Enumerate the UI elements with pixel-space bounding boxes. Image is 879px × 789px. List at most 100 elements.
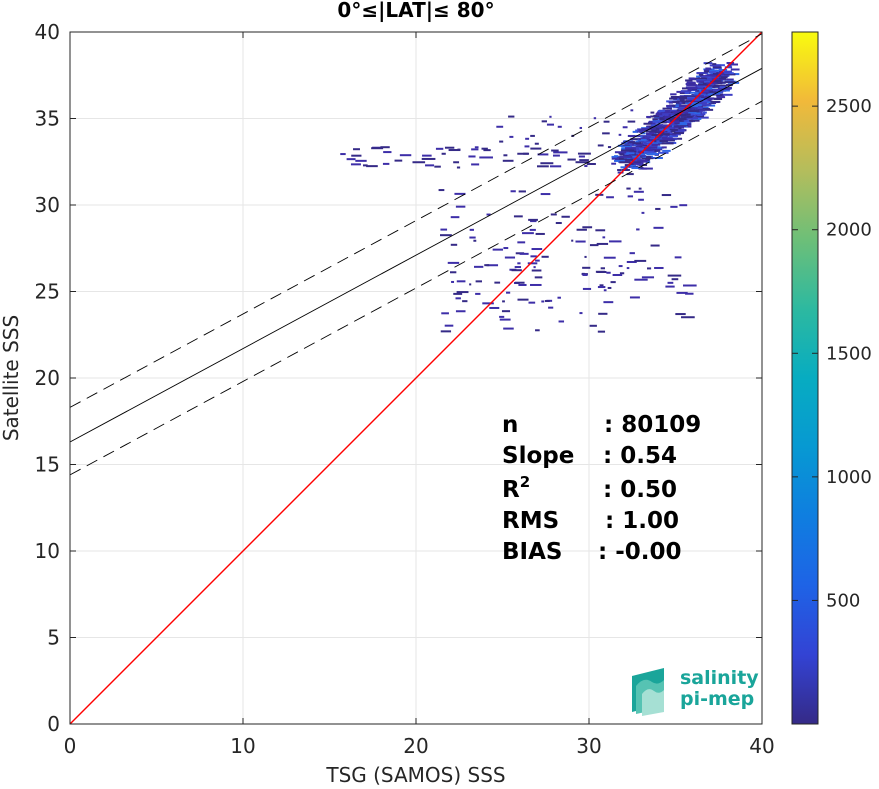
density-cell <box>537 165 549 168</box>
density-cell <box>582 226 593 229</box>
density-cell <box>629 164 637 167</box>
density-cell <box>606 271 611 274</box>
density-cell <box>621 168 630 171</box>
density-cell <box>549 165 562 168</box>
y-tick-label: 0 <box>47 712 60 736</box>
density-cell <box>635 154 646 157</box>
density-cell <box>503 247 509 250</box>
density-cell <box>677 117 682 120</box>
density-cell <box>518 283 527 286</box>
density-cell <box>425 164 435 167</box>
density-cell <box>672 133 677 136</box>
stats-block: n: 80109 Slope: 0.54 R2: 0.50 RMS: 1.00 BIAS… <box>502 412 701 565</box>
density-cell <box>655 148 663 151</box>
density-cell <box>451 280 455 283</box>
density-cell <box>681 316 695 319</box>
density-cell <box>643 157 654 160</box>
density-cell <box>629 162 634 165</box>
density-cell <box>412 161 426 164</box>
density-cell <box>501 310 511 313</box>
stat-label: Slope <box>502 443 574 469</box>
density-cell <box>447 261 460 264</box>
density-cell <box>529 228 536 231</box>
density-cell <box>609 240 622 243</box>
density-cell <box>578 155 585 158</box>
density-cell <box>711 75 722 78</box>
density-cell <box>552 154 560 157</box>
density-cell <box>704 90 717 93</box>
x-tick-label: 10 <box>230 734 255 758</box>
density-cell <box>668 104 674 107</box>
density-cell <box>355 159 367 162</box>
density-cell <box>650 244 660 247</box>
density-cell <box>702 111 707 114</box>
density-cell <box>619 272 625 275</box>
density-cell <box>676 124 689 127</box>
density-cell <box>468 155 476 158</box>
density-cell <box>519 252 529 255</box>
density-cell <box>651 134 663 137</box>
density-cell <box>627 195 634 198</box>
density-cell <box>691 104 702 107</box>
density-cell <box>557 125 562 128</box>
density-cell <box>666 100 677 103</box>
density-cell <box>673 132 684 135</box>
density-cell <box>696 72 705 75</box>
density-cell <box>626 187 631 190</box>
density-cell <box>584 165 588 168</box>
density-cell <box>589 324 597 327</box>
density-cell <box>626 267 630 270</box>
density-cell <box>676 118 687 121</box>
density-cell <box>724 71 730 74</box>
density-cell <box>674 256 682 259</box>
density-cell <box>603 301 614 304</box>
stat-value: : 1.00 <box>605 508 679 534</box>
density-cell <box>551 149 559 152</box>
density-cell <box>510 190 516 193</box>
logo-line1: salinity <box>680 667 759 689</box>
density-cell <box>579 159 589 162</box>
density-cell <box>475 280 483 283</box>
density-cell <box>586 163 596 166</box>
density-cell <box>649 131 657 134</box>
density-cell <box>638 129 648 132</box>
density-cell <box>623 157 633 160</box>
density-cell <box>624 164 631 167</box>
density-cell <box>634 259 647 262</box>
density-cell <box>462 300 468 303</box>
density-cell <box>687 89 692 92</box>
density-cell <box>614 155 619 158</box>
density-cell <box>366 165 378 168</box>
density-cell <box>681 100 689 103</box>
density-cell <box>698 73 704 76</box>
density-cell <box>558 320 565 323</box>
density-cell <box>675 102 682 105</box>
density-cell <box>670 109 682 112</box>
density-cell <box>668 123 681 126</box>
density-cell <box>502 159 514 162</box>
density-cell <box>625 152 635 155</box>
density-cell <box>340 153 346 156</box>
density-cell <box>649 125 657 128</box>
density-cell <box>667 274 682 277</box>
density-cell <box>483 149 491 152</box>
density-cell <box>456 291 469 294</box>
density-cell <box>705 74 717 77</box>
density-cell <box>549 115 552 118</box>
density-cell <box>665 285 675 288</box>
density-cell <box>455 310 466 313</box>
density-cell <box>473 239 477 242</box>
density-cell <box>685 110 690 113</box>
density-cell <box>595 229 606 232</box>
density-cell <box>718 81 726 84</box>
density-cell <box>582 273 588 276</box>
density-cell <box>535 259 540 262</box>
density-cell <box>530 220 537 223</box>
density-cell <box>689 119 700 122</box>
density-cell <box>686 81 696 84</box>
density-cell <box>689 117 698 120</box>
density-cell <box>678 108 689 111</box>
density-cell <box>690 91 699 94</box>
density-cell <box>630 138 643 141</box>
density-cell <box>506 291 511 294</box>
